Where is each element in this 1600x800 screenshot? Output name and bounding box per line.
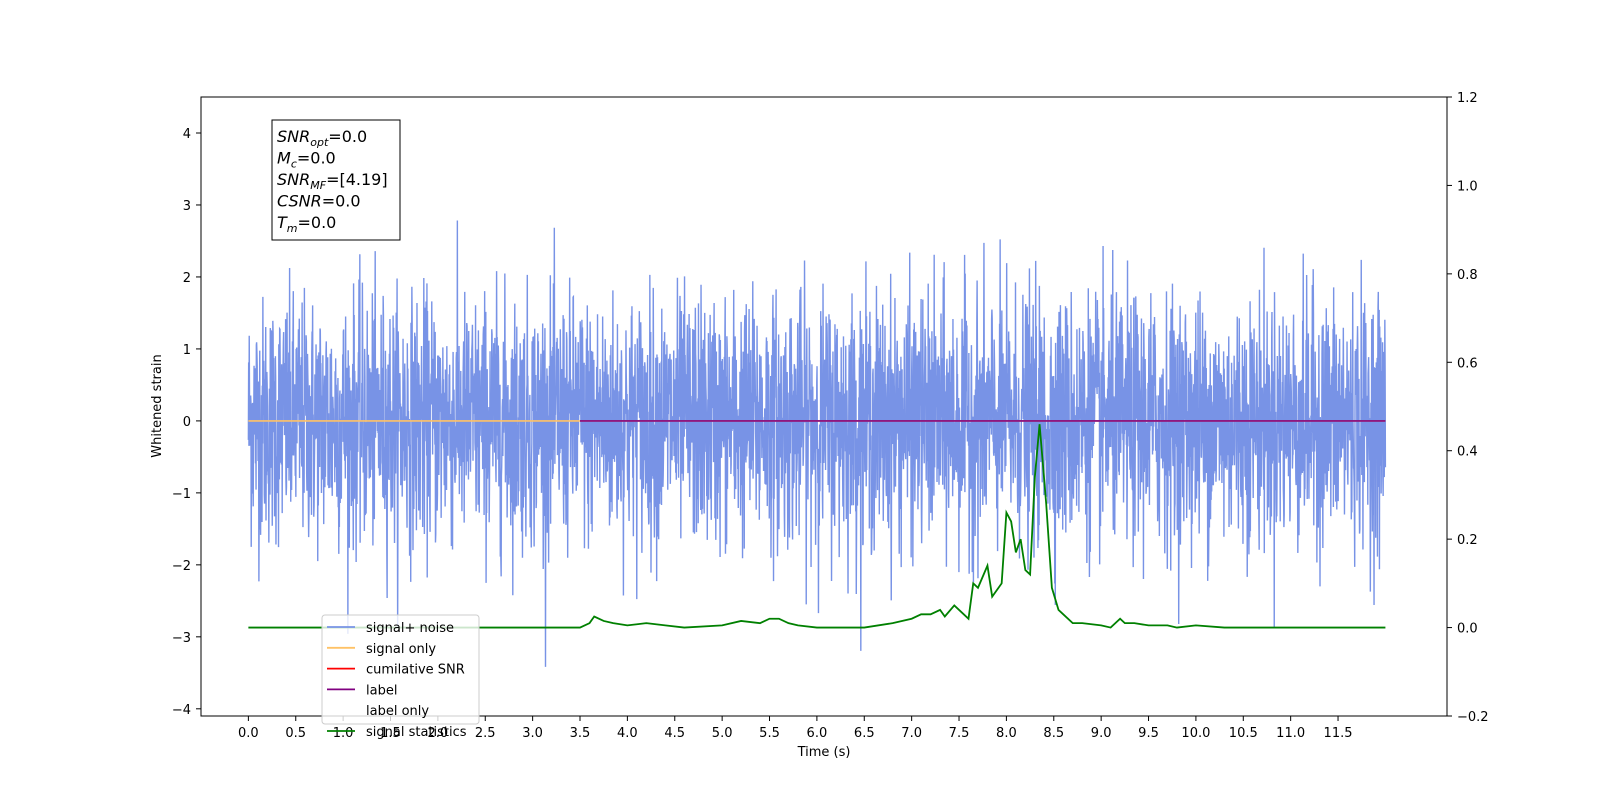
x-tick-label: 11.0 — [1276, 726, 1305, 741]
y2-tick-label: 0.2 — [1457, 533, 1478, 548]
y2-tick-label: 0.8 — [1457, 268, 1478, 283]
x-axis-label: Time (s) — [797, 745, 851, 760]
legend-label: signal only — [366, 642, 436, 657]
x-tick-label: 9.5 — [1138, 726, 1159, 741]
x-tick-label: 5.0 — [712, 726, 733, 741]
y-tick-label: −2 — [172, 559, 191, 574]
y-tick-label: 1 — [183, 343, 191, 358]
x-tick-label: 10.5 — [1229, 726, 1258, 741]
annotation-line: Mc=0.0 — [277, 149, 336, 171]
x-tick-label: 6.5 — [854, 726, 875, 741]
series-line-signal-statistics — [248, 424, 1386, 629]
plot-content — [247, 220, 1387, 667]
y-tick-label: −1 — [172, 487, 191, 502]
legend-frame — [321, 614, 480, 725]
y-tick-label: 0 — [183, 415, 191, 430]
y-axis-label: Whitened strain — [150, 354, 165, 457]
legend-label: signal+ noise — [366, 621, 454, 636]
series-line-signal-noise — [247, 220, 1387, 667]
y-tick-label: 4 — [183, 127, 191, 142]
x-tick-label: 4.5 — [664, 726, 685, 741]
y-tick-label: 3 — [183, 199, 191, 214]
y2-tick-label: 1.2 — [1457, 91, 1478, 106]
x-tick-label: 11.5 — [1324, 726, 1353, 741]
legend-label: signal statistics — [366, 725, 467, 740]
y2-tick-label: 0.6 — [1457, 356, 1478, 371]
y-tick-label: −4 — [172, 703, 191, 718]
plot-frame — [200, 96, 1448, 717]
x-tick-label: 3.5 — [570, 726, 591, 741]
annotation-line: SNRopt=0.0 — [277, 127, 367, 149]
x-tick-label: 1.5 — [380, 726, 401, 741]
x-tick-label: 8.5 — [1043, 726, 1064, 741]
x-tick-label: 7.5 — [949, 726, 970, 741]
x-tick-label: 2.0 — [428, 726, 449, 741]
x-tick-label: 4.0 — [617, 726, 638, 741]
y-tick-label: 2 — [183, 271, 191, 286]
x-tick-label: 3.0 — [522, 726, 543, 741]
x-tick-label: 8.0 — [996, 726, 1017, 741]
x-tick-label: 7.0 — [901, 726, 922, 741]
y-axis-ticks: 4 3 2 1 0 −1 −2 −3 −4 — [172, 127, 201, 718]
x-tick-label: 5.5 — [759, 726, 780, 741]
annotation-line: CSNR=0.0 — [277, 192, 361, 211]
x-tick-label: 2.5 — [475, 726, 496, 741]
x-tick-label: 0.5 — [285, 726, 306, 741]
legend-label: cumilative SNR — [366, 663, 465, 678]
annotation-frame — [271, 119, 401, 241]
legend-label: label — [366, 683, 397, 698]
legend-label: label only — [366, 704, 429, 719]
x-tick-label: 6.0 — [807, 726, 828, 741]
x-tick-label: 1.0 — [333, 726, 354, 741]
x-tick-label: 0.0 — [238, 726, 259, 741]
y2-tick-label: 0.4 — [1457, 445, 1478, 460]
annotation-line: SNRMF=[4.19] — [277, 170, 388, 192]
y2-axis-ticks: 1.2 1.0 0.8 0.6 0.4 0.2 0.0 −0.2 — [1447, 91, 1489, 725]
x-tick-label: 9.0 — [1091, 726, 1112, 741]
annotation-line: Tm=0.0 — [277, 213, 336, 235]
x-axis-ticks: 0.0 0.5 1.0 1.5 2.0 2.5 3.0 3.5 4.0 4.5 5.0 5.5 6.0 6… — [238, 716, 1353, 741]
y2-tick-label: −0.2 — [1457, 710, 1489, 725]
legend: signal+ noise signal only cumilative SNR la… — [321, 614, 480, 740]
y2-tick-label: 1.0 — [1457, 179, 1478, 194]
y2-tick-label: 0.0 — [1457, 622, 1478, 637]
y-tick-label: −3 — [172, 631, 191, 646]
x-tick-label: 10.0 — [1181, 726, 1210, 741]
